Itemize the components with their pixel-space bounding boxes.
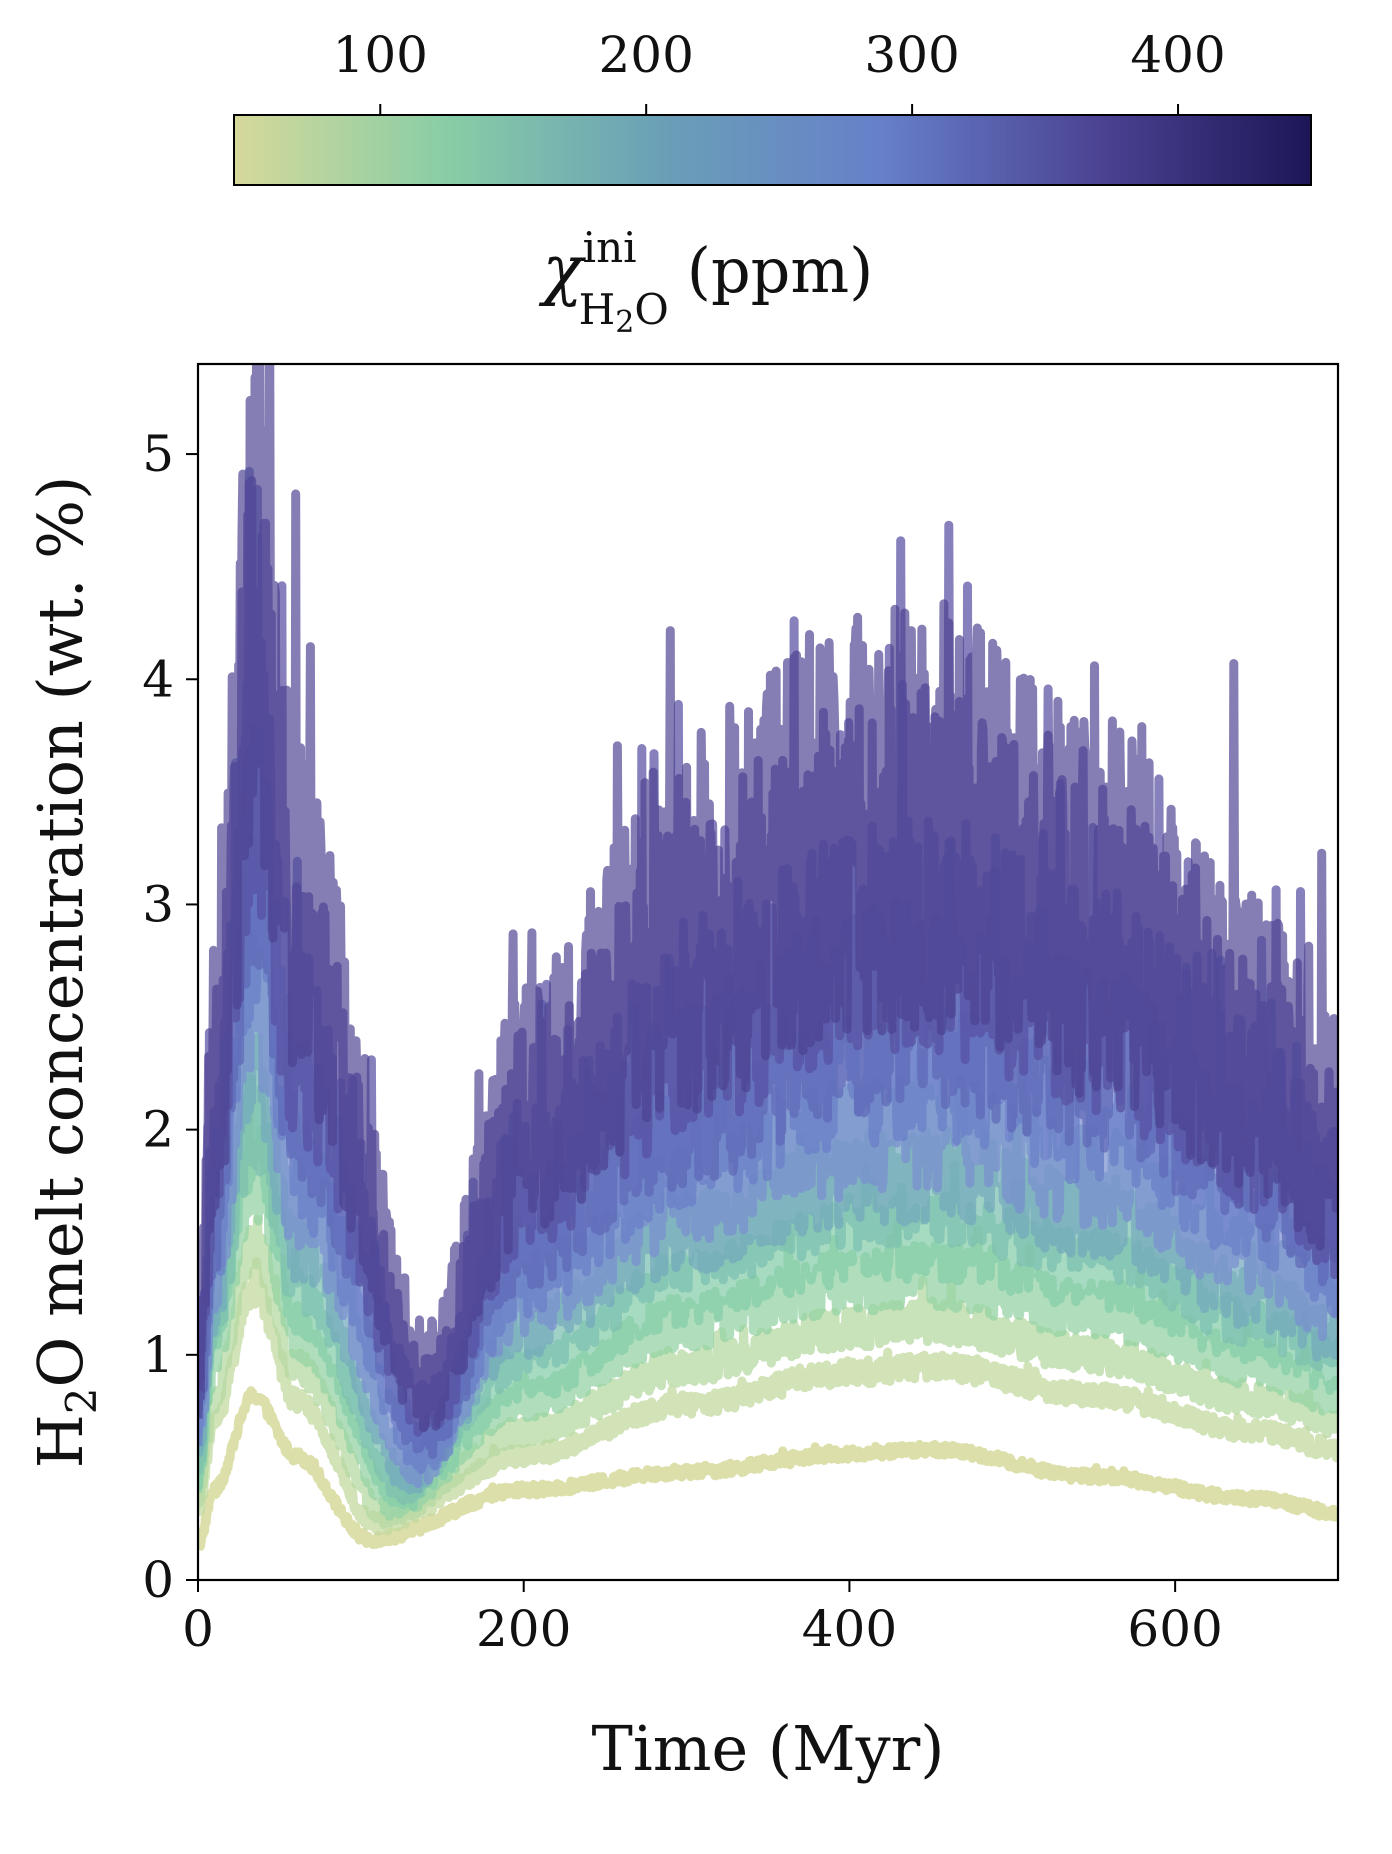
- colorbar-tick-label: 300: [864, 26, 959, 84]
- colorbar-tick-label: 200: [598, 26, 693, 84]
- x-tick-label: 400: [802, 1600, 897, 1658]
- series-group: [198, 364, 1338, 1552]
- plot-area: 0 200 400 600 0 1 2 3 4 5 Time (Myr) H2O melt co…: [24, 362, 1340, 1785]
- series-line-50ppm: [198, 1386, 1338, 1552]
- y-axis-ticks: 0 1 2 3 4 5: [142, 425, 198, 1609]
- plot-frame: [196, 362, 1340, 1582]
- colorbar: 100 200 300 400 χini H2O(ppm): [233, 26, 1312, 340]
- y-tick-label: 0: [142, 1551, 174, 1609]
- x-tick-label: 0: [182, 1600, 214, 1658]
- x-tick-label: 200: [476, 1600, 571, 1658]
- series-line-90ppm: [198, 1257, 1338, 1536]
- x-tick-label: 600: [1127, 1600, 1222, 1658]
- x-axis-label: Time (Myr): [592, 1712, 945, 1785]
- y-axis-label: H2O melt concentration (wt. %): [24, 476, 106, 1469]
- x-axis-ticks: 0 200 400 600: [182, 1580, 1223, 1658]
- y-tick-label: 4: [142, 650, 174, 708]
- colorbar-tick-label: 400: [1130, 26, 1225, 84]
- y-tick-label: 1: [142, 1326, 174, 1384]
- colorbar-tick-label: 100: [333, 26, 428, 84]
- y-tick-label: 3: [142, 875, 174, 933]
- colorbar-ticks: 100 200 300 400: [333, 26, 1226, 115]
- series-line-430ppm: [198, 364, 1338, 1433]
- y-tick-label: 2: [142, 1101, 174, 1159]
- colorbar-label: χini H2O(ppm): [539, 223, 874, 340]
- colorbar-gradient: [233, 114, 1312, 186]
- y-tick-label: 5: [142, 425, 174, 483]
